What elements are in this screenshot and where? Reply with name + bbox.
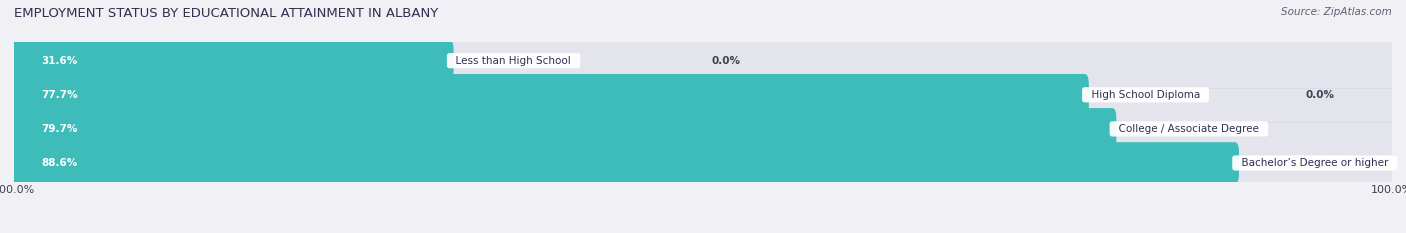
Text: 0.0%: 0.0% (711, 56, 741, 66)
Text: 0.0%: 0.0% (1305, 90, 1334, 100)
FancyBboxPatch shape (7, 135, 1399, 191)
Text: Source: ZipAtlas.com: Source: ZipAtlas.com (1281, 7, 1392, 17)
FancyBboxPatch shape (10, 108, 1116, 150)
Text: College / Associate Degree: College / Associate Degree (1112, 124, 1265, 134)
FancyBboxPatch shape (7, 101, 1399, 157)
FancyBboxPatch shape (1398, 108, 1406, 150)
Text: Less than High School: Less than High School (450, 56, 578, 66)
Text: 79.7%: 79.7% (42, 124, 77, 134)
FancyBboxPatch shape (10, 40, 454, 82)
FancyBboxPatch shape (10, 74, 1088, 116)
Text: EMPLOYMENT STATUS BY EDUCATIONAL ATTAINMENT IN ALBANY: EMPLOYMENT STATUS BY EDUCATIONAL ATTAINM… (14, 7, 439, 20)
Text: 77.7%: 77.7% (42, 90, 79, 100)
Text: 88.6%: 88.6% (42, 158, 77, 168)
Text: High School Diploma: High School Diploma (1084, 90, 1206, 100)
FancyBboxPatch shape (7, 67, 1399, 122)
FancyBboxPatch shape (7, 33, 1399, 88)
FancyBboxPatch shape (10, 142, 1239, 184)
Text: Bachelor’s Degree or higher: Bachelor’s Degree or higher (1234, 158, 1395, 168)
Text: 31.6%: 31.6% (42, 56, 77, 66)
